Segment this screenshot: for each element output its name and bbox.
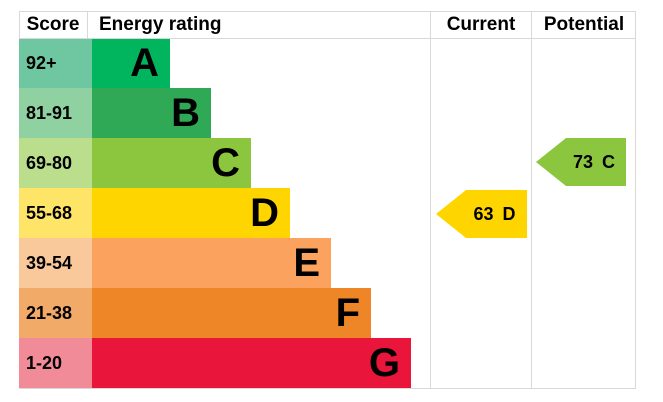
band-score-range: 92+ xyxy=(19,38,92,88)
band-bar: C xyxy=(92,138,251,188)
band-score-range: 55-68 xyxy=(19,188,92,238)
band-bar: E xyxy=(92,238,331,288)
band-letter: F xyxy=(335,291,360,335)
band-row-d: 55-68 D xyxy=(19,188,636,238)
band-letter: C xyxy=(211,141,240,185)
band-score-range: 69-80 xyxy=(19,138,92,188)
band-letter: B xyxy=(171,91,200,135)
band-letter: E xyxy=(293,241,320,285)
band-row-b: 81-91 B xyxy=(19,88,636,138)
band-bar: B xyxy=(92,88,211,138)
current-column-divider xyxy=(430,11,431,389)
band-row-f: 21-38 F xyxy=(19,288,636,338)
potential-score-value: 73 xyxy=(572,151,594,172)
band-row-g: 1-20 G xyxy=(19,338,636,388)
band-score-range: 81-91 xyxy=(19,88,92,138)
header-divider xyxy=(19,38,636,39)
band-bar: F xyxy=(92,288,371,338)
band-letter: D xyxy=(250,191,279,235)
current-score-value: 63 xyxy=(473,203,494,224)
band-row-c: 69-80 C xyxy=(19,138,636,188)
current-column-header: Current xyxy=(446,14,516,35)
band-score-range: 39-54 xyxy=(19,238,92,288)
score-column-header: Score xyxy=(26,14,80,35)
band-row-e: 39-54 E xyxy=(19,238,636,288)
band-row-a: 92+ A xyxy=(19,38,636,88)
band-bar: D xyxy=(92,188,290,238)
potential-column-header: Potential xyxy=(543,14,625,35)
band-score-range: 21-38 xyxy=(19,288,92,338)
band-bar: G xyxy=(92,338,411,388)
band-bar: A xyxy=(92,38,170,88)
current-band-letter: D xyxy=(502,203,516,224)
band-letter: G xyxy=(368,341,400,385)
band-letter: A xyxy=(130,41,159,85)
potential-column-divider xyxy=(531,11,532,389)
energy-rating-column-header: Energy rating xyxy=(99,14,222,35)
potential-band-letter: C xyxy=(602,151,616,172)
band-score-range: 1-20 xyxy=(19,338,92,388)
